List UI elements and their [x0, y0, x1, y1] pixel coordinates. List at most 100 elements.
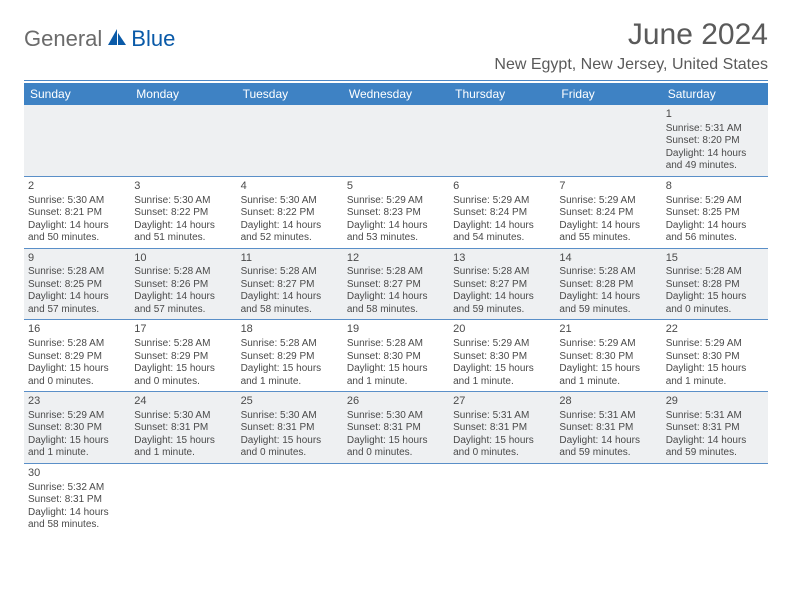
cell-line: Sunrise: 5:29 AM — [666, 195, 764, 208]
cell-line: Sunrise: 5:28 AM — [28, 266, 126, 279]
cell-line: Daylight: 15 hours — [134, 435, 232, 448]
day-number: 10 — [134, 252, 232, 266]
calendar-cell: 10Sunrise: 5:28 AMSunset: 8:26 PMDayligh… — [130, 248, 236, 320]
calendar-cell: 4Sunrise: 5:30 AMSunset: 8:22 PMDaylight… — [237, 176, 343, 248]
calendar-cell: 2Sunrise: 5:30 AMSunset: 8:21 PMDaylight… — [24, 176, 130, 248]
calendar-cell: 11Sunrise: 5:28 AMSunset: 8:27 PMDayligh… — [237, 248, 343, 320]
cell-line: Sunset: 8:27 PM — [347, 279, 445, 292]
calendar-cell — [449, 463, 555, 534]
calendar-cell: 26Sunrise: 5:30 AMSunset: 8:31 PMDayligh… — [343, 392, 449, 464]
cell-line: Sunset: 8:31 PM — [666, 422, 764, 435]
cell-line: and 1 minute. — [453, 376, 551, 389]
day-number: 25 — [241, 395, 339, 409]
cell-line: Sunrise: 5:28 AM — [666, 266, 764, 279]
day-number: 19 — [347, 323, 445, 337]
cell-line: Sunset: 8:31 PM — [453, 422, 551, 435]
cell-line: and 54 minutes. — [453, 232, 551, 245]
calendar-cell: 24Sunrise: 5:30 AMSunset: 8:31 PMDayligh… — [130, 392, 236, 464]
cell-line: Sunset: 8:20 PM — [666, 135, 764, 148]
cell-line: Daylight: 14 hours — [559, 220, 657, 233]
calendar-cell: 27Sunrise: 5:31 AMSunset: 8:31 PMDayligh… — [449, 392, 555, 464]
cell-line: Sunrise: 5:30 AM — [241, 195, 339, 208]
day-number: 7 — [559, 180, 657, 194]
cell-line: and 53 minutes. — [347, 232, 445, 245]
calendar-cell: 17Sunrise: 5:28 AMSunset: 8:29 PMDayligh… — [130, 320, 236, 392]
cell-line: Daylight: 15 hours — [28, 435, 126, 448]
calendar-cell: 28Sunrise: 5:31 AMSunset: 8:31 PMDayligh… — [555, 392, 661, 464]
cell-line: Sunrise: 5:31 AM — [453, 410, 551, 423]
day-number: 15 — [666, 252, 764, 266]
cell-line: and 0 minutes. — [134, 376, 232, 389]
calendar-cell — [24, 105, 130, 176]
calendar-cell: 29Sunrise: 5:31 AMSunset: 8:31 PMDayligh… — [662, 392, 768, 464]
cell-line: Sunrise: 5:28 AM — [134, 338, 232, 351]
day-number: 9 — [28, 252, 126, 266]
day-header: Sunday — [24, 83, 130, 105]
cell-line: Sunrise: 5:29 AM — [28, 410, 126, 423]
cell-line: Sunrise: 5:28 AM — [347, 338, 445, 351]
cell-line: Sunset: 8:30 PM — [559, 351, 657, 364]
header: General Blue June 2024 New Egypt, New Je… — [24, 18, 768, 74]
calendar-cell: 18Sunrise: 5:28 AMSunset: 8:29 PMDayligh… — [237, 320, 343, 392]
cell-line: Sunrise: 5:28 AM — [241, 338, 339, 351]
cell-line: Daylight: 14 hours — [28, 220, 126, 233]
cell-line: and 58 minutes. — [347, 304, 445, 317]
cell-line: Sunset: 8:29 PM — [241, 351, 339, 364]
calendar-row: 1Sunrise: 5:31 AMSunset: 8:20 PMDaylight… — [24, 105, 768, 176]
cell-line: Daylight: 14 hours — [559, 435, 657, 448]
cell-line: and 1 minute. — [347, 376, 445, 389]
calendar-cell: 7Sunrise: 5:29 AMSunset: 8:24 PMDaylight… — [555, 176, 661, 248]
cell-line: Sunset: 8:28 PM — [559, 279, 657, 292]
cell-line: Sunset: 8:29 PM — [134, 351, 232, 364]
day-header: Friday — [555, 83, 661, 105]
cell-line: and 56 minutes. — [666, 232, 764, 245]
logo: General Blue — [24, 18, 175, 52]
cell-line: Daylight: 15 hours — [28, 363, 126, 376]
calendar-cell: 15Sunrise: 5:28 AMSunset: 8:28 PMDayligh… — [662, 248, 768, 320]
cell-line: Daylight: 15 hours — [347, 435, 445, 448]
day-header-row: Sunday Monday Tuesday Wednesday Thursday… — [24, 83, 768, 105]
cell-line: Sunset: 8:28 PM — [666, 279, 764, 292]
cell-line: Daylight: 14 hours — [347, 220, 445, 233]
cell-line: Sunset: 8:23 PM — [347, 207, 445, 220]
calendar-cell — [237, 463, 343, 534]
cell-line: and 59 minutes. — [666, 447, 764, 460]
cell-line: Daylight: 15 hours — [241, 435, 339, 448]
cell-line: Sunset: 8:30 PM — [666, 351, 764, 364]
page-title: June 2024 — [494, 18, 768, 52]
cell-line: Daylight: 15 hours — [241, 363, 339, 376]
day-number: 17 — [134, 323, 232, 337]
day-number: 14 — [559, 252, 657, 266]
cell-line: Daylight: 14 hours — [134, 220, 232, 233]
day-number: 3 — [134, 180, 232, 194]
day-number: 30 — [28, 467, 126, 481]
cell-line: Sunset: 8:22 PM — [241, 207, 339, 220]
cell-line: Daylight: 14 hours — [134, 291, 232, 304]
cell-line: and 1 minute. — [28, 447, 126, 460]
calendar-table: Sunday Monday Tuesday Wednesday Thursday… — [24, 83, 768, 535]
calendar-cell: 19Sunrise: 5:28 AMSunset: 8:30 PMDayligh… — [343, 320, 449, 392]
cell-line: Sunrise: 5:29 AM — [347, 195, 445, 208]
day-number: 22 — [666, 323, 764, 337]
calendar-cell: 1Sunrise: 5:31 AMSunset: 8:20 PMDaylight… — [662, 105, 768, 176]
day-number: 4 — [241, 180, 339, 194]
logo-sail-icon — [106, 27, 128, 52]
cell-line: Daylight: 15 hours — [134, 363, 232, 376]
cell-line: Daylight: 14 hours — [28, 507, 126, 520]
cell-line: Daylight: 14 hours — [241, 291, 339, 304]
cell-line: Daylight: 14 hours — [347, 291, 445, 304]
cell-line: and 57 minutes. — [28, 304, 126, 317]
cell-line: Sunset: 8:31 PM — [559, 422, 657, 435]
day-number: 5 — [347, 180, 445, 194]
cell-line: Sunset: 8:30 PM — [28, 422, 126, 435]
cell-line: Daylight: 14 hours — [559, 291, 657, 304]
day-number: 24 — [134, 395, 232, 409]
cell-line: Sunset: 8:24 PM — [559, 207, 657, 220]
day-number: 11 — [241, 252, 339, 266]
cell-line: and 57 minutes. — [134, 304, 232, 317]
day-header: Thursday — [449, 83, 555, 105]
cell-line: and 1 minute. — [559, 376, 657, 389]
header-divider — [24, 80, 768, 81]
calendar-cell — [130, 463, 236, 534]
day-number: 26 — [347, 395, 445, 409]
